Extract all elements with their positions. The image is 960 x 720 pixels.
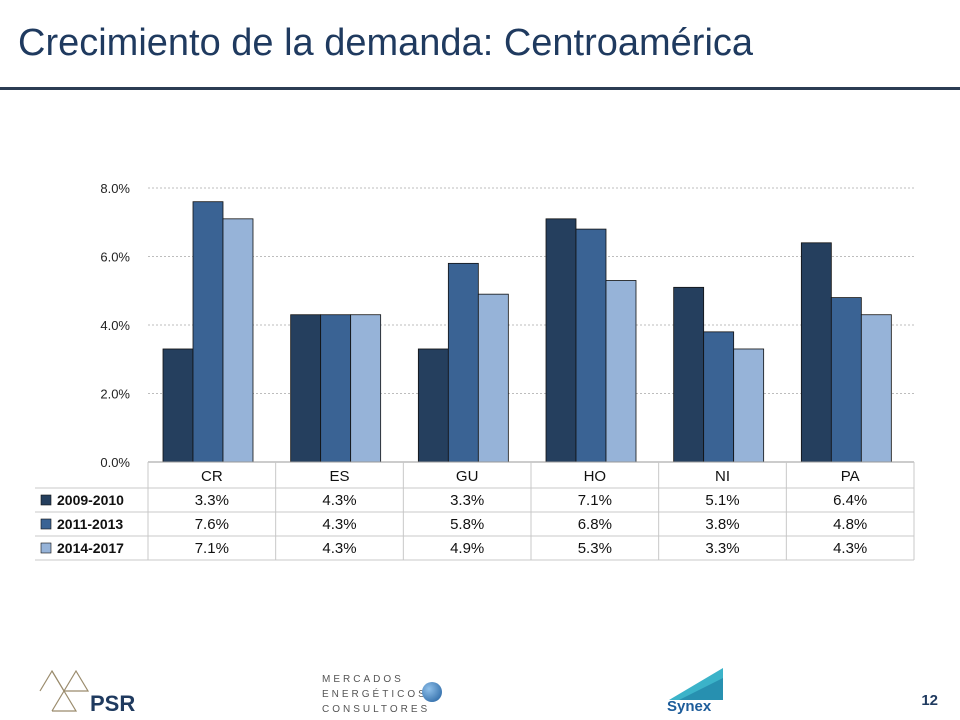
data-table-cell: 3.8%	[705, 516, 739, 533]
bar	[733, 348, 765, 463]
y-tick-label: 0.0%	[100, 455, 130, 470]
bar	[800, 242, 832, 463]
mec-line-2: ENERGÉTICOS	[322, 689, 428, 700]
data-table-cell: 7.1%	[195, 540, 229, 557]
bar	[417, 348, 449, 463]
bar	[830, 297, 862, 463]
data-table-cell: 4.3%	[322, 516, 356, 533]
category-label: HO	[584, 468, 607, 485]
mec-logo: MERCADOS ENERGÉTICOS CONSULTORES	[322, 672, 462, 718]
synex-shape-icon	[669, 668, 723, 700]
psr-logo: PSR	[39, 669, 135, 716]
bar	[703, 331, 735, 463]
data-table-cell: 7.1%	[578, 492, 612, 509]
bar	[350, 314, 382, 463]
mec-line-3: CONSULTORES	[322, 704, 431, 715]
bar	[477, 293, 509, 463]
bar	[545, 218, 577, 463]
y-tick-label: 8.0%	[100, 181, 130, 196]
data-table-cell: 4.8%	[833, 516, 867, 533]
legend-series-name: 2009-2010	[57, 492, 124, 508]
category-label: GU	[456, 468, 479, 485]
legend-swatch	[40, 542, 52, 554]
data-table-cell: 4.3%	[322, 492, 356, 509]
title-divider	[0, 87, 960, 90]
data-table-cell: 7.6%	[195, 516, 229, 533]
legend-series-name: 2014-2017	[57, 540, 124, 556]
bar	[320, 314, 352, 463]
legend-series-name: 2011-2013	[57, 516, 123, 532]
psr-logo-text: PSR	[90, 691, 135, 716]
category-label: ES	[329, 468, 349, 485]
data-table-cell: 6.8%	[578, 516, 612, 533]
globe-icon	[422, 682, 442, 702]
data-table-cell: 3.3%	[450, 492, 484, 509]
y-tick-label: 2.0%	[100, 387, 130, 402]
category-label: CR	[201, 468, 223, 485]
bar	[605, 280, 637, 463]
bar	[290, 314, 322, 463]
category-label: NI	[715, 468, 730, 485]
data-table-cell: 4.3%	[833, 540, 867, 557]
data-table-cell: 3.3%	[705, 540, 739, 557]
bar	[673, 286, 705, 463]
legend-swatch	[40, 518, 52, 530]
synex-logo-text: Synex	[667, 698, 712, 715]
data-table-cell: 5.3%	[578, 540, 612, 557]
data-table-cell: 5.8%	[450, 516, 484, 533]
psr-triangles-icon	[39, 669, 90, 712]
mec-line-1: MERCADOS	[322, 674, 404, 685]
slide-title: Crecimiento de la demanda: Centroamérica	[18, 22, 754, 64]
legend-swatch	[40, 494, 52, 506]
y-tick-label: 6.0%	[100, 250, 130, 265]
bar	[222, 218, 254, 463]
data-table-cell: 3.3%	[195, 492, 229, 509]
bar	[860, 314, 892, 463]
synex-logo: Synex	[665, 668, 727, 718]
bar	[447, 262, 479, 463]
bar	[575, 228, 607, 463]
category-label: PA	[841, 468, 860, 485]
page-number: 12	[921, 692, 938, 709]
data-table-cell: 5.1%	[705, 492, 739, 509]
bar	[192, 201, 224, 463]
y-tick-label: 4.0%	[100, 318, 130, 333]
data-table-cell: 6.4%	[833, 492, 867, 509]
data-table-cell: 4.3%	[322, 540, 356, 557]
data-table-cell: 4.9%	[450, 540, 484, 557]
bar	[162, 348, 194, 463]
